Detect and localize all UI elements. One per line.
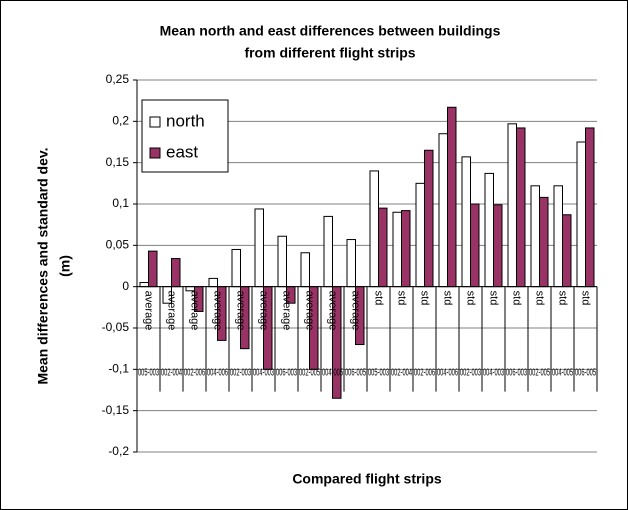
x-tick-label: 002-006 xyxy=(414,367,435,378)
chart-title: Mean north and east differences between … xyxy=(160,23,501,39)
x-tick-label: 004-003 xyxy=(253,367,274,378)
y-tick-label: -0,2 xyxy=(108,444,129,458)
x-tick-label: std xyxy=(580,291,592,306)
legend-swatch xyxy=(149,116,161,128)
x-tick-label: 002-005 xyxy=(299,367,320,378)
bar xyxy=(493,204,503,288)
bar xyxy=(530,185,540,288)
x-tick-label: std xyxy=(534,291,546,306)
bar xyxy=(277,235,287,288)
x-tick-label: std xyxy=(511,291,523,306)
bar xyxy=(507,123,517,288)
y-tick-label: 0,05 xyxy=(106,238,130,252)
x-tick-label: 004-006 xyxy=(207,367,228,378)
x-tick-label: 004-006 xyxy=(437,367,458,378)
legend-label: north xyxy=(166,111,205,130)
bar xyxy=(369,170,379,288)
x-tick-label: average xyxy=(350,291,362,331)
bar xyxy=(401,210,411,288)
bar xyxy=(378,207,388,288)
y-tick-label: -0,05 xyxy=(102,320,130,334)
x-tick-label: average xyxy=(281,291,293,331)
bar xyxy=(585,127,595,288)
legend-label: east xyxy=(166,142,198,161)
x-tick-label: 004-003 xyxy=(483,367,504,378)
legend xyxy=(141,99,229,173)
x-tick-label: 002-005 xyxy=(529,367,550,378)
x-tick-label: std xyxy=(488,291,500,306)
x-tick-label: std xyxy=(442,291,454,306)
bar xyxy=(300,252,310,288)
y-tick-label: 0,15 xyxy=(106,155,130,169)
x-tick-label: std xyxy=(396,291,408,306)
bar xyxy=(539,196,549,288)
bar xyxy=(470,203,480,288)
y-tick-label: 0,2 xyxy=(112,114,129,128)
x-axis-label: Compared flight strips xyxy=(292,471,442,487)
legend-swatch xyxy=(149,147,161,159)
x-tick-label: std xyxy=(465,291,477,306)
x-tick-label: average xyxy=(143,291,155,331)
y-tick-label: 0,25 xyxy=(106,72,130,86)
x-tick-label: 006-003 xyxy=(506,367,527,378)
x-tick-label: 005-003 xyxy=(138,367,159,378)
bar xyxy=(461,156,471,288)
bar xyxy=(484,172,494,288)
x-tick-label: 002-006 xyxy=(184,367,205,378)
bar xyxy=(254,208,264,288)
y-tick-label: -0,1 xyxy=(108,362,129,376)
bar xyxy=(346,239,356,288)
x-tick-label: 002-003 xyxy=(230,367,251,378)
x-tick-label: std xyxy=(419,291,431,306)
bar xyxy=(208,277,218,288)
x-tick-label: average xyxy=(166,291,178,331)
x-tick-label: std xyxy=(373,291,385,306)
x-tick-label: 006-005 xyxy=(575,367,596,378)
x-tick-label: std xyxy=(557,291,569,306)
y-tick-label: -0,15 xyxy=(102,403,130,417)
x-tick-label: 002-003 xyxy=(460,367,481,378)
x-tick-label: 006-003 xyxy=(276,367,297,378)
y-axis-label: Mean differences and standard dev. xyxy=(35,147,51,384)
bar xyxy=(424,149,434,288)
bar xyxy=(438,133,448,288)
x-tick-label: average xyxy=(212,291,224,331)
x-tick-label: 006-005 xyxy=(345,367,366,378)
x-tick-label: average xyxy=(304,291,316,331)
y-tick-label: 0,1 xyxy=(112,196,129,210)
x-tick-label: average xyxy=(327,291,339,331)
x-tick-label: 004-005 xyxy=(322,367,343,378)
bar xyxy=(516,127,526,288)
y-tick-label: 0 xyxy=(122,279,129,293)
x-tick-label: 002-004 xyxy=(391,367,412,378)
bar xyxy=(231,248,241,288)
x-tick-label: average xyxy=(235,291,247,331)
bar xyxy=(553,185,563,288)
y-axis-label: (m) xyxy=(57,255,73,277)
bar xyxy=(576,141,586,288)
bar xyxy=(415,182,425,288)
bar xyxy=(447,106,457,288)
x-tick-label: 004-005 xyxy=(552,367,573,378)
bar xyxy=(323,215,333,288)
chart-title: from different flight strips xyxy=(244,45,415,61)
x-tick-label: average xyxy=(189,291,201,331)
bar xyxy=(171,258,181,288)
x-tick-label: average xyxy=(258,291,270,331)
bar xyxy=(562,214,572,288)
bar xyxy=(148,250,158,288)
x-tick-label: 002-004 xyxy=(161,367,182,378)
bar xyxy=(139,282,149,288)
bar xyxy=(392,211,402,288)
x-tick-label: 005-003 xyxy=(368,367,389,378)
